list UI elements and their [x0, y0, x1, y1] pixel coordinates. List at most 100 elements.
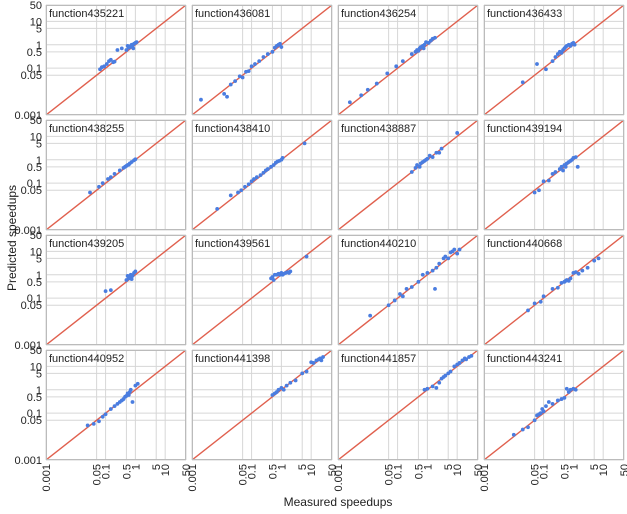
data-point	[559, 397, 564, 401]
x-tick-label: 0.05	[530, 464, 542, 485]
y-tick-label: 1	[36, 155, 42, 167]
panel-plot-area	[338, 350, 478, 460]
data-point	[258, 173, 263, 178]
x-tick-label: 10	[598, 464, 610, 476]
y-tick-label: 10	[30, 16, 42, 28]
panel-border	[192, 5, 332, 115]
data-point	[437, 261, 442, 266]
identity-reference-line	[338, 120, 478, 230]
panel-title: function441398	[195, 353, 270, 365]
data-point	[133, 269, 138, 274]
data-point	[532, 190, 537, 195]
data-point	[261, 170, 266, 175]
data-point	[572, 42, 577, 47]
data-point	[422, 387, 427, 392]
panel-plot-area	[46, 350, 186, 460]
identity-reference-line	[192, 350, 332, 460]
data-point	[288, 380, 293, 385]
panel-title: function436254	[341, 8, 416, 20]
data-point	[526, 425, 530, 430]
data-point	[288, 269, 293, 274]
x-tick-label: 10	[452, 464, 464, 476]
data-point	[520, 427, 525, 432]
data-point	[199, 97, 203, 102]
data-point	[280, 156, 285, 160]
panel-plot-area	[484, 5, 624, 115]
panel-border	[46, 235, 186, 345]
data-point	[108, 407, 113, 411]
data-point	[535, 62, 539, 66]
data-point	[511, 432, 516, 437]
data-point	[546, 400, 551, 404]
data-point	[281, 387, 286, 392]
panel-plot-area	[338, 235, 478, 345]
data-point	[233, 79, 238, 84]
data-point	[246, 69, 251, 74]
y-tick-label: 0.05	[21, 185, 42, 197]
panel: function439194	[483, 119, 625, 231]
y-tick-label: 0.001	[14, 225, 42, 237]
y-axis-label: Predicted speedups	[5, 185, 19, 291]
x-tick-label: 5	[151, 464, 163, 470]
data-point	[112, 171, 117, 176]
data-point	[526, 308, 530, 313]
data-point	[544, 404, 548, 409]
data-point	[538, 299, 543, 304]
data-point	[413, 165, 418, 170]
panel-plot-area	[484, 350, 624, 460]
data-point	[104, 62, 109, 66]
data-point	[562, 395, 567, 400]
panel: function440668	[483, 234, 625, 346]
data-point	[532, 418, 537, 423]
x-tick-label: 5	[589, 464, 601, 470]
data-point	[368, 313, 373, 318]
panel-border	[338, 235, 478, 345]
y-tick-label: 0.5	[27, 277, 42, 289]
data-point	[261, 55, 266, 59]
data-point	[115, 48, 120, 52]
data-point	[91, 421, 96, 426]
panel-border	[46, 5, 186, 115]
data-point	[133, 157, 138, 162]
y-tick-labels: 0.0010.050.10.51510500.0010.050.10.51510…	[14, 0, 42, 467]
x-tick-label: 0.05	[92, 464, 104, 485]
panels-layer: function435221 function436081 function4362…	[45, 4, 625, 461]
panel: function438887	[337, 119, 479, 231]
y-tick-label: 10	[30, 361, 42, 373]
data-point	[425, 156, 430, 161]
x-tick-label: 0.5	[559, 464, 571, 479]
data-point	[278, 41, 282, 46]
data-point	[394, 64, 399, 69]
data-point	[537, 188, 541, 193]
data-point	[443, 373, 448, 378]
panel-plot-area	[192, 235, 332, 345]
panel: function439205	[45, 234, 187, 346]
data-point	[439, 146, 444, 151]
x-tick-label: 1	[276, 464, 288, 470]
panel-plot-area	[192, 120, 332, 230]
data-point	[126, 393, 131, 397]
panel-plot-area	[484, 235, 624, 345]
data-point	[284, 383, 289, 388]
data-point	[430, 268, 435, 273]
data-point	[553, 55, 558, 59]
data-point	[270, 275, 275, 279]
data-point	[252, 177, 256, 181]
data-point	[100, 414, 105, 419]
data-point	[386, 303, 391, 308]
x-tick-label: 0.05	[238, 464, 250, 485]
data-point	[596, 256, 601, 261]
data-point	[550, 59, 555, 64]
data-point	[455, 131, 460, 135]
data-point	[532, 301, 537, 306]
panel-border	[338, 120, 478, 230]
data-point	[365, 87, 370, 92]
data-point	[398, 292, 402, 296]
data-point	[592, 258, 597, 263]
data-point	[236, 190, 240, 195]
panel: function438410	[191, 119, 333, 231]
data-point	[271, 278, 276, 282]
data-point	[270, 49, 275, 54]
y-tick-label: 0.1	[27, 293, 42, 305]
data-point	[580, 268, 585, 273]
